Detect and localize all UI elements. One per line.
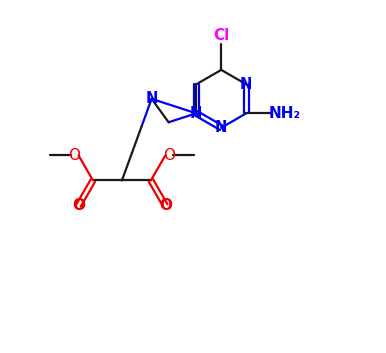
- Text: N: N: [146, 91, 158, 106]
- Text: O: O: [72, 198, 85, 213]
- Text: O: O: [164, 148, 176, 163]
- Text: O: O: [159, 198, 172, 213]
- Text: NH₂: NH₂: [269, 106, 301, 121]
- Text: N: N: [240, 77, 252, 92]
- Text: Cl: Cl: [213, 28, 229, 43]
- Text: N: N: [190, 106, 202, 121]
- Text: O: O: [68, 148, 80, 163]
- Text: N: N: [215, 120, 227, 135]
